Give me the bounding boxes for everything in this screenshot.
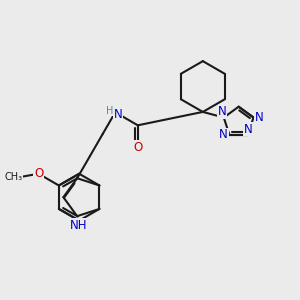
Text: N: N <box>218 105 226 118</box>
Text: N: N <box>243 123 252 136</box>
Text: N: N <box>113 108 122 122</box>
Text: CH₃: CH₃ <box>5 172 23 182</box>
Text: H: H <box>106 106 114 116</box>
Text: N: N <box>255 111 264 124</box>
Text: O: O <box>133 141 142 154</box>
Text: N: N <box>219 128 228 142</box>
Text: NH: NH <box>70 219 88 232</box>
Text: O: O <box>34 167 43 180</box>
